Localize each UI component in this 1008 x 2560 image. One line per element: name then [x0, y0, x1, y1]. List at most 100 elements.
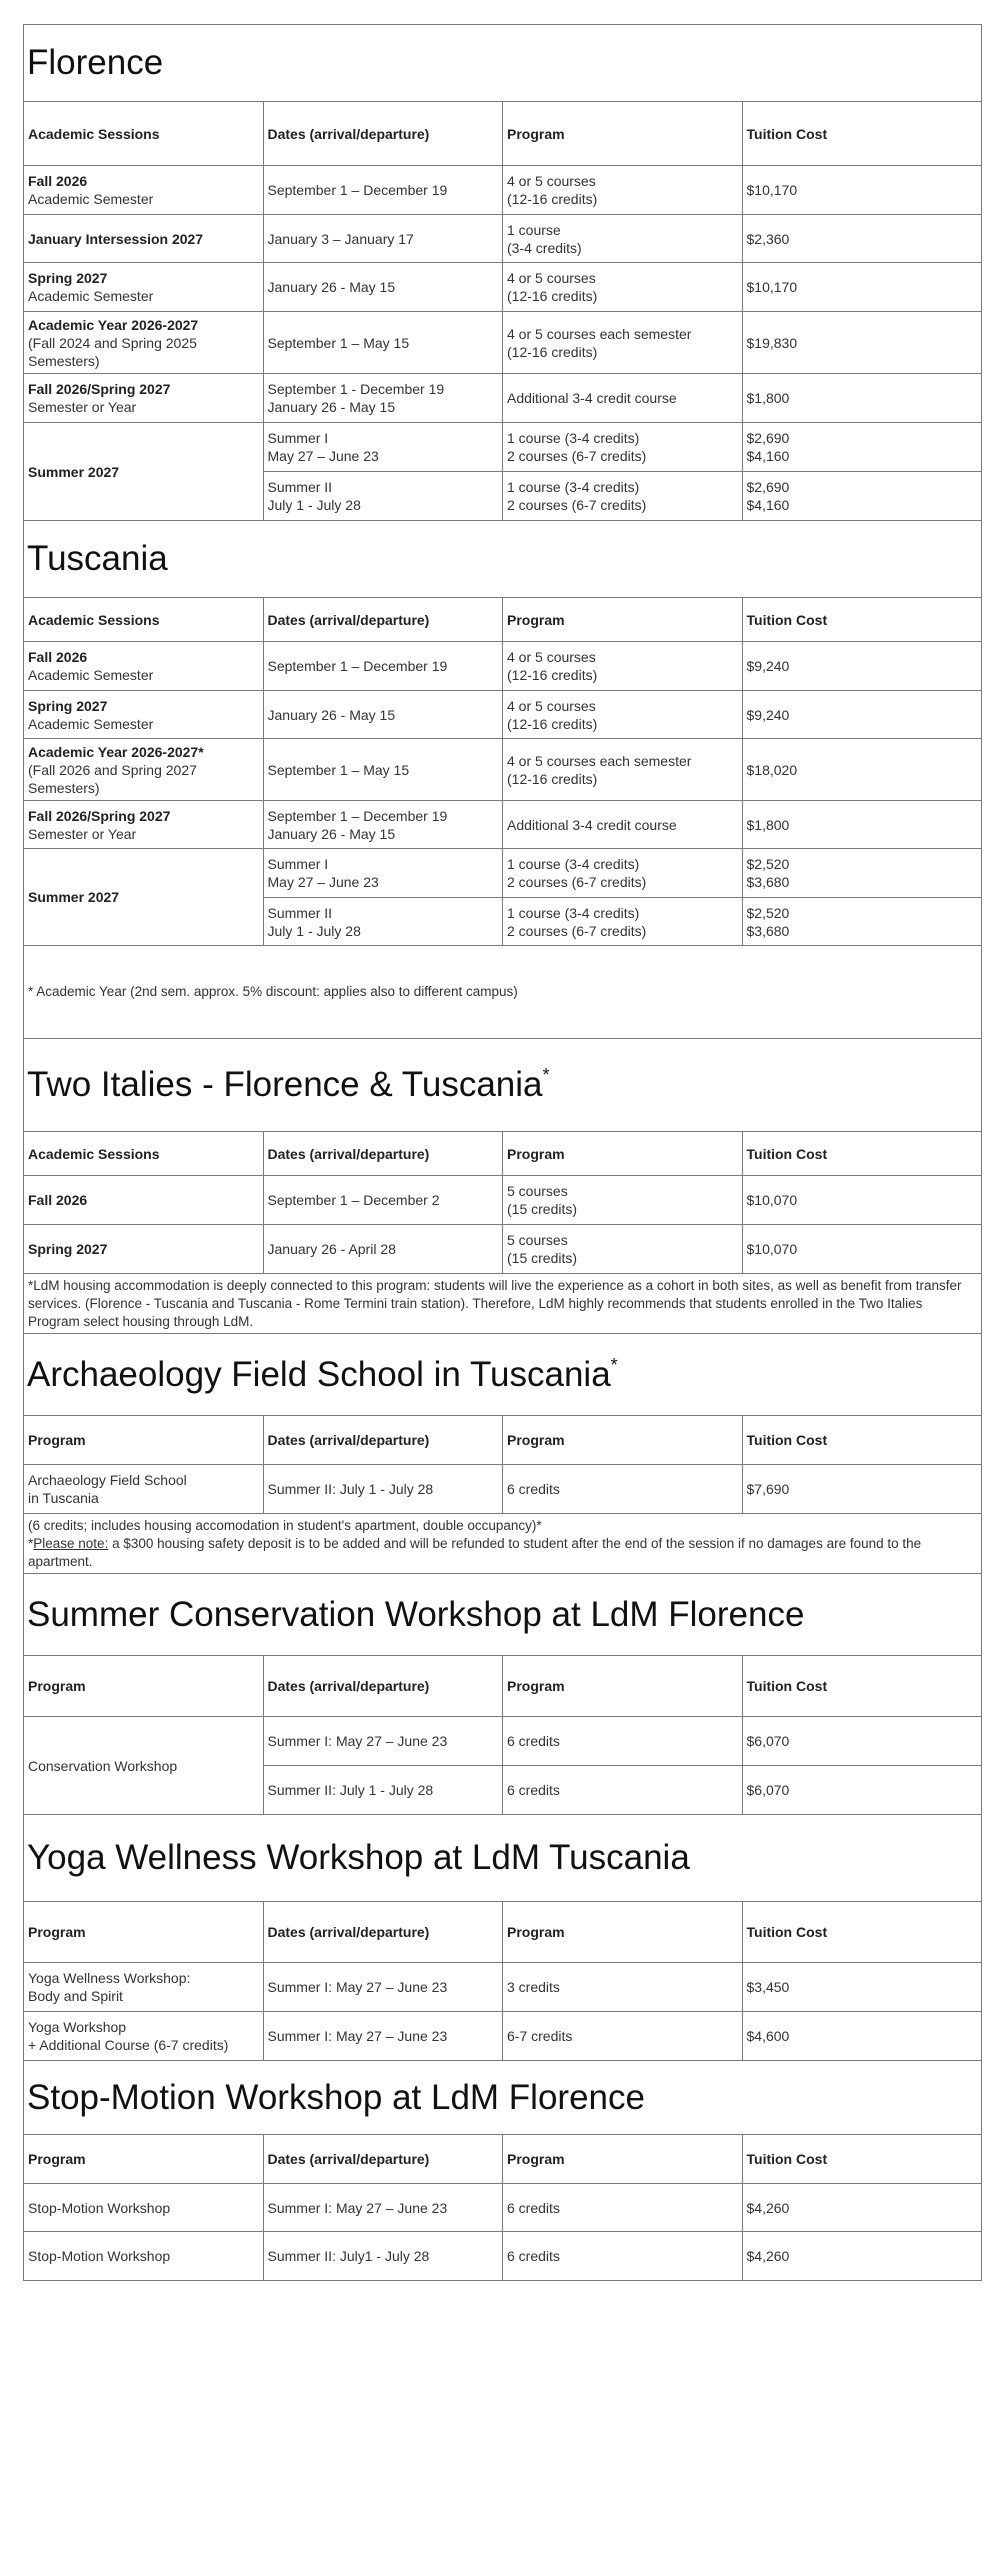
cost-cell: $2,520 $3,680	[741, 848, 983, 898]
table-header-row: Academic Sessions Dates (arrival/departur…	[23, 101, 983, 166]
dates-cell: Summer I: May 27 – June 23	[262, 2183, 503, 2232]
table-row: Fall 2026 Academic Semester September 1 –…	[23, 641, 983, 691]
session-name: Academic Year 2026-2027	[28, 316, 199, 333]
column-header: Dates (arrival/departure)	[262, 2134, 503, 2184]
column-header: Program	[502, 2134, 743, 2184]
session-name: Spring 2027	[28, 697, 108, 714]
session-cell: Fall 2026	[23, 1175, 264, 1225]
session-name: Spring 2027	[28, 270, 108, 286]
program-cell: 1 course (3-4 credits) 2 courses (6-7 cr…	[502, 897, 743, 946]
dates-cell: Summer II: July1 - July 28	[262, 2231, 503, 2281]
column-header: Program	[502, 597, 743, 642]
section-title-row: Tuscania	[22, 520, 983, 598]
section-title-text: Stop-Motion Workshop at LdM Florence	[27, 2077, 645, 2117]
table-row: Stop-Motion Workshop Summer II: July1 - J…	[23, 2231, 983, 2281]
session-cell: Spring 2027	[23, 1224, 264, 1274]
column-header: Tuition Cost	[741, 2134, 983, 2184]
dates-cell: September 1 – December 2	[262, 1175, 503, 1225]
footnote-emphasis: Please note:	[33, 1535, 109, 1551]
table-row: Spring 2027 Academic Semester January 26 …	[23, 690, 983, 739]
session-cell: Spring 2027 Academic Semester	[23, 262, 264, 312]
column-header: Dates (arrival/departure)	[262, 1415, 503, 1465]
cost-cell: $9,240	[741, 641, 983, 691]
session-detail: Yoga Workshop + Additional Course (6-7 c…	[28, 2019, 229, 2053]
column-header: Academic Sessions	[23, 1131, 264, 1176]
session-name: Fall 2026	[28, 173, 88, 189]
session-detail: Yoga Wellness Workshop: Body and Spirit	[28, 1970, 191, 2004]
section-title: Stop-Motion Workshop at LdM Florence	[22, 2060, 983, 2135]
footnote-mark: *	[542, 1065, 550, 1085]
column-header: Program	[23, 1415, 264, 1465]
program-cell: 5 courses (15 credits)	[502, 1224, 743, 1274]
session-cell: Fall 2026/Spring 2027 Semester or Year	[23, 800, 264, 849]
column-header: Program	[23, 1655, 264, 1717]
tuition-table: Florence Academic Sessions Dates (arrival/…	[22, 24, 983, 2281]
session-cell: Summer 2027	[23, 848, 264, 946]
program-cell: 1 course (3-4 credits) 2 courses (6-7 cr…	[502, 471, 743, 521]
column-header: Tuition Cost	[741, 1415, 983, 1465]
table-header-row: Program Dates (arrival/departure) Program T…	[23, 1415, 983, 1465]
program-cell: 3 credits	[502, 1962, 743, 2012]
section-title: Archaeology Field School in Tuscania*	[22, 1333, 983, 1416]
program-cell: 1 course (3-4 credits)	[502, 214, 743, 263]
session-name: January Intersession 2027	[28, 230, 204, 247]
table-row: Spring 2027 Academic Semester January 26 …	[23, 262, 983, 312]
dates-cell: Summer II July 1 - July 28	[262, 471, 503, 521]
session-detail: Stop-Motion Workshop	[28, 2248, 171, 2264]
program-cell: 4 or 5 courses each semester (12-16 cred…	[502, 311, 743, 374]
table-row: Fall 2026 Academic Semester September 1 –…	[23, 165, 983, 215]
dates-cell: Summer I May 27 – June 23	[262, 422, 503, 472]
footnote-text: *LdM housing accommodation is deeply con…	[28, 1277, 962, 1329]
dates-cell: January 26 - May 15	[262, 262, 503, 312]
section-title: Tuscania	[22, 520, 983, 598]
column-header: Dates (arrival/departure)	[262, 1131, 503, 1176]
program-cell: 6 credits	[502, 1765, 743, 1815]
session-cell: Yoga Wellness Workshop: Body and Spirit	[23, 1962, 264, 2012]
session-name: Academic Year 2026-2027*	[28, 743, 204, 760]
section-title: Florence	[22, 24, 983, 102]
table-row: Spring 2027 January 26 - April 28 5 course…	[23, 1224, 983, 1274]
session-detail: (Fall 2026 and Spring 2027 Semesters)	[28, 761, 197, 796]
cost-cell: $10,170	[741, 262, 983, 312]
column-header: Tuition Cost	[741, 1901, 983, 1963]
session-cell: Academic Year 2026-2027 (Fall 2024 and S…	[23, 311, 264, 374]
session-name: Fall 2026/Spring 2027	[28, 381, 171, 397]
table-row: Fall 2026/Spring 2027 Semester or Year Se…	[23, 373, 983, 423]
session-detail: Semester or Year	[28, 399, 137, 415]
table-row: Summer II July 1 - July 28 1 course (3-4 …	[24, 897, 983, 946]
session-cell: Fall 2026/Spring 2027 Semester or Year	[23, 373, 264, 423]
dates-cell: September 1 – December 19 January 26 - M…	[262, 800, 503, 849]
program-cell: 6 credits	[502, 2183, 743, 2232]
session-cell: Stop-Motion Workshop	[23, 2183, 264, 2232]
cost-cell: $18,020	[741, 738, 983, 801]
section-title: Yoga Wellness Workshop at LdM Tuscania	[22, 1814, 983, 1902]
section-title-row: Summer Conservation Workshop at LdM Flor…	[22, 1573, 983, 1656]
session-cell: Academic Year 2026-2027* (Fall 2026 and …	[23, 738, 264, 801]
column-header: Dates (arrival/departure)	[262, 1655, 503, 1717]
table-header-row: Academic Sessions Dates (arrival/departur…	[23, 597, 983, 642]
cost-cell: $3,450	[741, 1962, 983, 2012]
table-row: Academic Year 2026-2027 (Fall 2024 and S…	[23, 311, 983, 374]
program-cell: 6 credits	[502, 1464, 743, 1514]
dates-cell: Summer II July 1 - July 28	[262, 897, 503, 946]
table-row: Archaeology Field School in Tuscania Summ…	[23, 1464, 983, 1514]
table-header-row: Program Dates (arrival/departure) Program T…	[23, 1901, 983, 1963]
program-cell: 6 credits	[502, 2231, 743, 2281]
dates-cell: Summer II: July 1 - July 28	[262, 1464, 503, 1514]
cost-cell: $1,800	[741, 800, 983, 849]
cost-cell: $10,070	[741, 1175, 983, 1225]
program-cell: 6-7 credits	[502, 2011, 743, 2061]
cost-cell: $10,070	[741, 1224, 983, 1274]
column-header: Tuition Cost	[741, 1131, 983, 1176]
program-cell: 4 or 5 courses (12-16 credits)	[502, 262, 743, 312]
table-row: January Intersession 2027 January 3 – Jan…	[23, 214, 983, 263]
footnote: (6 credits; includes housing accomodatio…	[22, 1513, 983, 1574]
session-detail: Stop-Motion Workshop	[28, 2199, 171, 2216]
session-detail: Academic Semester	[28, 715, 154, 732]
footnote-text: a $300 housing safety deposit is to be a…	[28, 1535, 922, 1569]
section-title-text: Florence	[27, 43, 164, 82]
session-cell: Yoga Workshop + Additional Course (6-7 c…	[23, 2011, 264, 2061]
section-title: Two Italies - Florence & Tuscania*	[22, 1038, 983, 1132]
session-cell: Fall 2026 Academic Semester	[23, 641, 264, 691]
section-title-row: Florence	[22, 24, 983, 102]
